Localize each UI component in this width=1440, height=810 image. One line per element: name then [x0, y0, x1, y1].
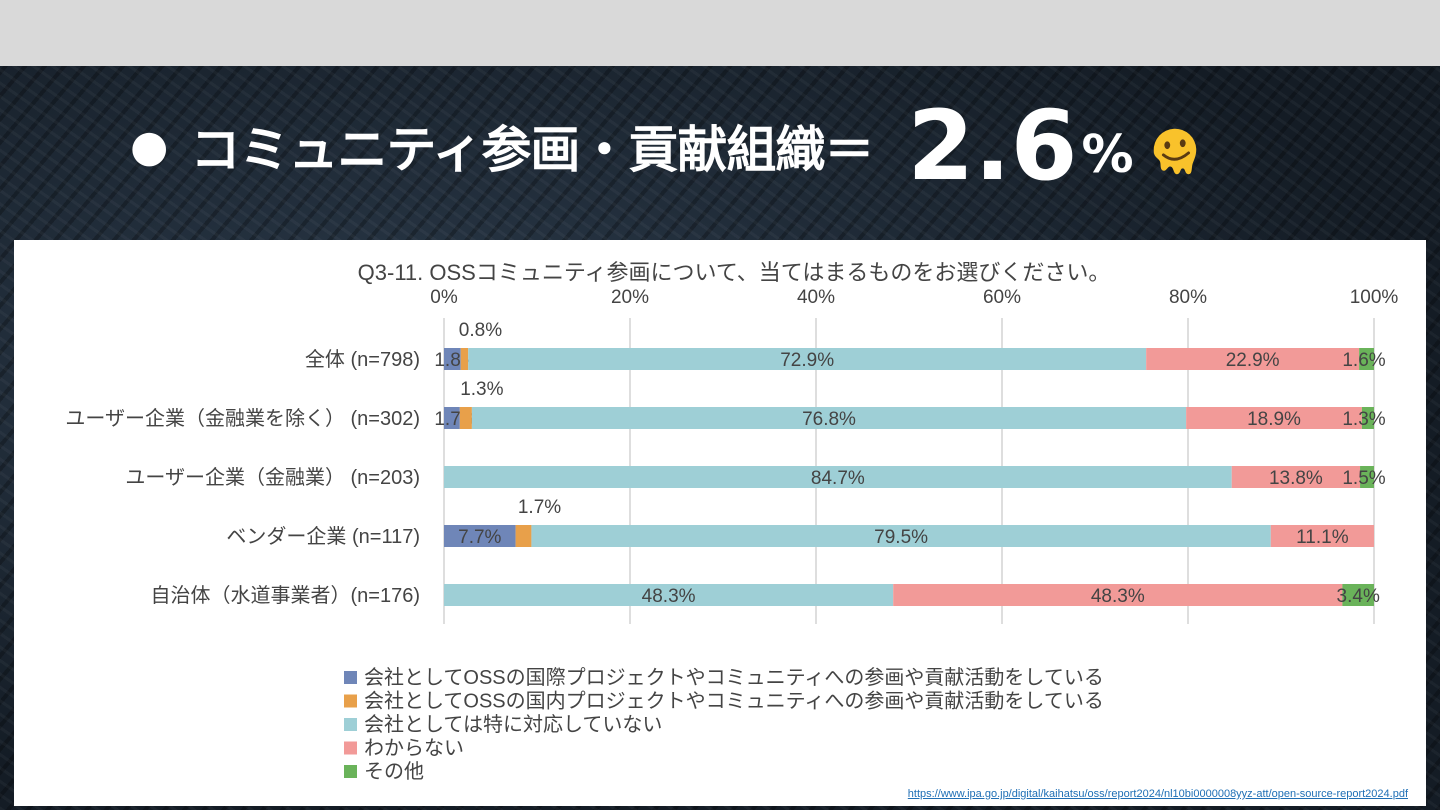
x-tick-label: 100%	[1350, 287, 1399, 308]
bar-segment	[444, 348, 461, 370]
category-label: ベンダー企業 (n=117)	[226, 525, 420, 548]
category-label: 全体 (n=798)	[305, 348, 420, 371]
data-label: 18.9%	[1247, 409, 1301, 430]
bar-segment	[468, 348, 1147, 370]
data-label: 79.5%	[874, 527, 928, 548]
title-bullet: ●	[130, 120, 169, 172]
category-label: ユーザー企業（金融業） (n=203)	[125, 466, 420, 489]
data-label: 76.8%	[802, 409, 856, 430]
bar-segment	[444, 407, 460, 429]
legend-label: 会社としてOSSの国際プロジェクトやコミュニティへの参画や貢献活動をしている	[364, 666, 1104, 689]
legend-swatch	[344, 718, 357, 731]
legend-label: その他	[364, 760, 424, 783]
bar-segment	[893, 584, 1343, 606]
bar-segment	[1270, 525, 1374, 547]
x-tick-label: 60%	[983, 287, 1021, 308]
x-tick-label: 80%	[1169, 287, 1207, 308]
data-label: 22.9%	[1226, 350, 1280, 371]
data-label: 3.4%	[1337, 586, 1380, 607]
slide-title: ● コミュニティ参画・貢献組織＝ 2.6 %	[130, 86, 1204, 206]
title-value: 2.6	[907, 90, 1078, 202]
melting-face-icon	[1153, 128, 1196, 175]
data-label: 1.5%	[1342, 468, 1385, 489]
bar-segment	[471, 407, 1187, 429]
data-label: 1.7%	[518, 497, 561, 518]
bar-segment	[1342, 584, 1374, 606]
source-link[interactable]: https://www.ipa.go.jp/digital/kaihatsu/o…	[907, 788, 1408, 800]
top-band	[0, 0, 1440, 66]
data-label: 13.8%	[1269, 468, 1323, 489]
title-unit: %	[1081, 125, 1134, 185]
bar-segment	[444, 466, 1232, 488]
category-label: ユーザー企業（金融業を除く） (n=302)	[65, 407, 420, 430]
chart-title: Q3-11. OSSコミュニティ参画について、当てはまるものをお選びください。	[358, 260, 1111, 285]
bar-segment	[1186, 407, 1362, 429]
bar-segment	[1146, 348, 1360, 370]
stacked-bar-chart: Q3-11. OSSコミュニティ参画について、当てはまるものをお選びください。0…	[65, 260, 1399, 783]
bar-segment	[1359, 348, 1374, 370]
legend-swatch	[344, 671, 357, 684]
bar-segment	[1360, 466, 1374, 488]
data-label: 84.7%	[811, 468, 865, 489]
bar-segment	[1361, 407, 1374, 429]
legend-swatch	[344, 694, 357, 708]
legend-swatch	[344, 741, 357, 755]
x-tick-label: 0%	[430, 287, 458, 308]
data-label: 1.3%	[1342, 409, 1385, 430]
x-tick-label: 40%	[797, 287, 835, 308]
data-label: 1.3%	[460, 379, 503, 400]
legend-label: 会社としては特に対応していない	[364, 713, 662, 736]
bar-segment	[444, 584, 894, 606]
bar-segment	[444, 525, 516, 547]
data-label: 48.3%	[1091, 586, 1145, 607]
data-label: 48.3%	[642, 586, 696, 607]
data-label: 7.7%	[458, 527, 501, 548]
title-text: コミュニティ参画・貢献組織＝	[190, 121, 874, 179]
bar-segment	[459, 407, 472, 429]
legend-label: 会社としてOSSの国内プロジェクトやコミュニティへの参画や貢献活動をしている	[364, 690, 1104, 713]
data-label: 0.8%	[459, 320, 502, 341]
legend-label: わからない	[364, 738, 464, 760]
bar-segment	[531, 525, 1271, 547]
legend-swatch	[344, 765, 357, 778]
category-label: 自治体（水道事業者）(n=176)	[151, 584, 421, 607]
data-label: 1.6%	[1342, 350, 1385, 371]
data-label: 72.9%	[780, 350, 834, 371]
x-tick-label: 20%	[611, 287, 649, 308]
bar-segment	[1231, 466, 1361, 488]
bar-segment	[515, 525, 532, 547]
bar-segment	[460, 348, 469, 370]
data-label: 11.1%	[1296, 527, 1349, 548]
chart-panel: Q3-11. OSSコミュニティ参画について、当てはまるものをお選びください。 0…	[14, 240, 1426, 806]
